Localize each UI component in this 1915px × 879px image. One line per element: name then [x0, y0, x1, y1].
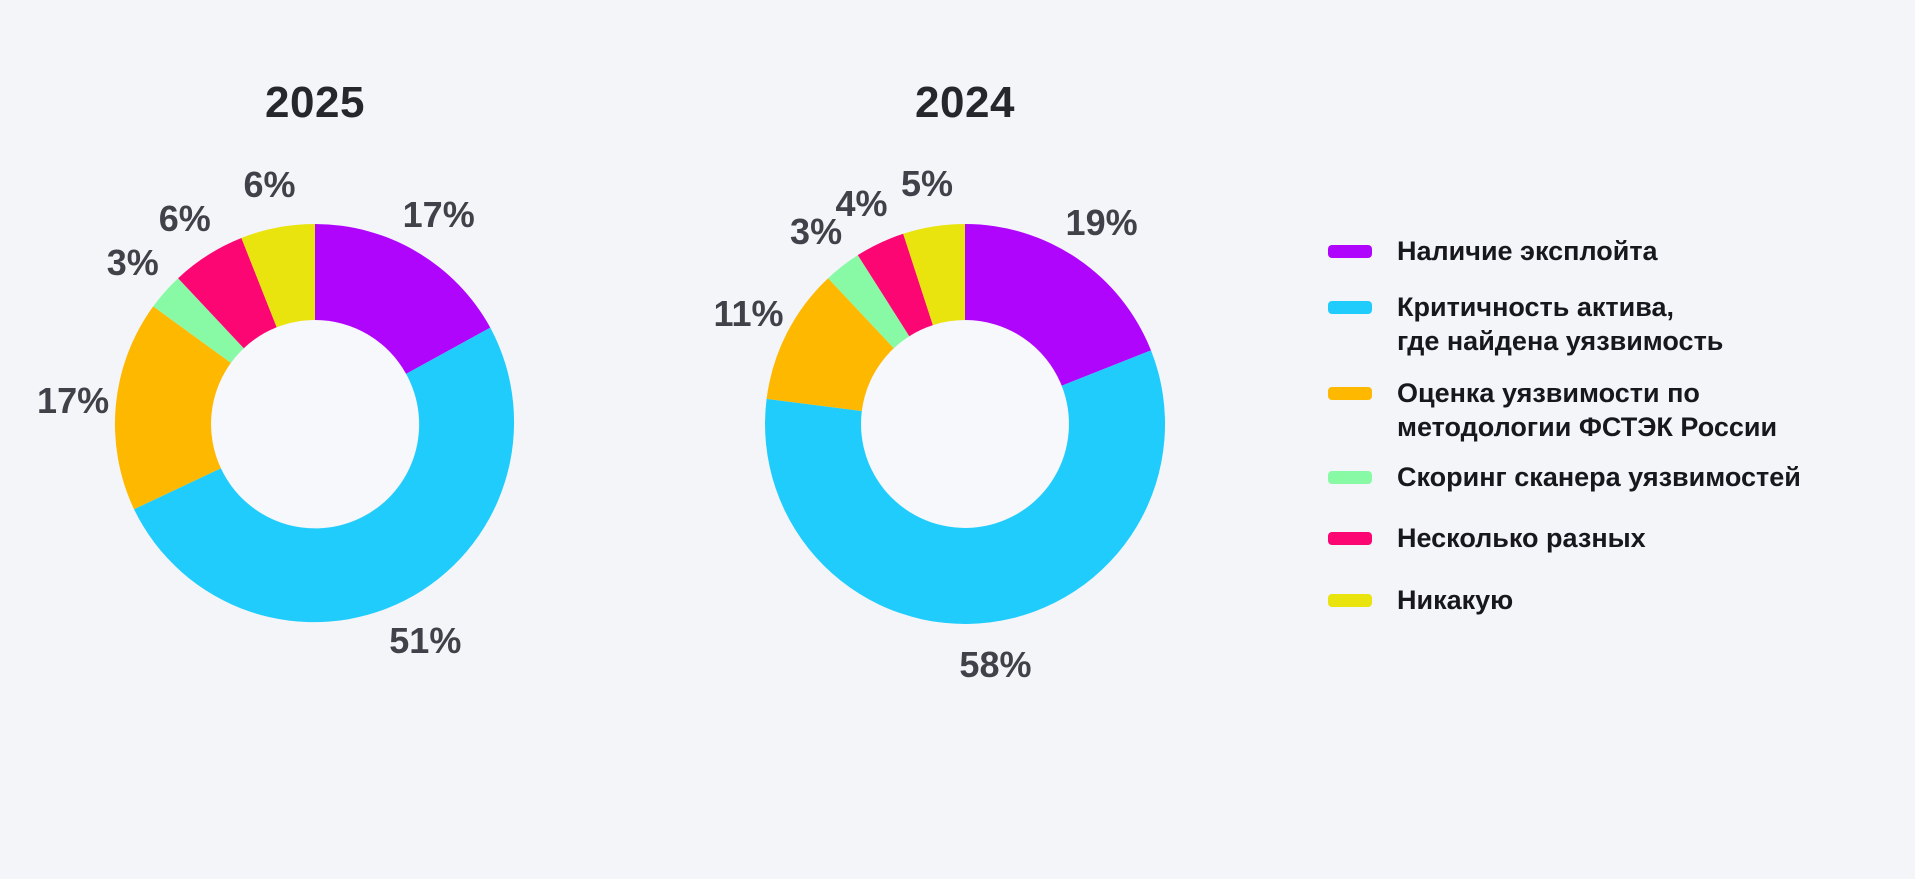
legend-item-fstec-methodology: Оценка уязвимости по методологии ФСТЭК Р… [1328, 376, 1777, 444]
percent-label: 51% [389, 619, 462, 661]
donut-slice [315, 223, 491, 374]
donut-slice [153, 278, 244, 363]
percent-label: 17% [37, 380, 110, 422]
donut-hole [861, 320, 1069, 528]
donut-slice [766, 278, 894, 411]
percent-label: 6% [158, 197, 211, 239]
percent-label: 5% [900, 162, 953, 204]
legend-swatch-green [1328, 471, 1372, 484]
percent-label: 3% [106, 242, 159, 284]
legend-swatch-yellow [1328, 594, 1372, 607]
legend-label: Скоринг сканера уязвимостей [1397, 462, 1801, 492]
donut-slice [857, 233, 933, 337]
legend-swatch-orange [1328, 387, 1372, 400]
percent-label: 4% [835, 183, 888, 225]
donut-slice [178, 238, 277, 349]
donut-slice [965, 224, 1151, 386]
donut-svg-2025 [114, 223, 515, 623]
percent-label: 3% [790, 210, 843, 252]
chart-title-2024: 2024 [915, 78, 1015, 127]
legend-item-exploit-availability: Наличие эксплойта [1328, 234, 1658, 268]
legend-label: Оценка уязвимости по методологии ФСТЭК Р… [1397, 378, 1778, 442]
legend-item-scanner-scoring: Скоринг сканера уязвимостей [1328, 460, 1801, 494]
donut-slice [828, 255, 910, 349]
legend-swatch-pink [1328, 532, 1372, 545]
percent-label: 19% [1065, 202, 1138, 244]
legend-swatch-purple [1328, 245, 1372, 258]
donut-hole [211, 320, 419, 528]
percent-label: 11% [713, 292, 784, 334]
legend-label: Наличие эксплойта [1397, 236, 1658, 266]
donut-slice [765, 350, 1166, 624]
donut-slice [134, 327, 515, 623]
legend-item-none: Никакую [1328, 583, 1513, 617]
donut-slice [114, 306, 231, 510]
legend-label: Никакую [1397, 585, 1514, 615]
legend-item-asset-criticality: Критичность актива, где найдена уязвимос… [1328, 290, 1723, 358]
chart-title-2025: 2025 [265, 78, 365, 127]
percent-label: 17% [402, 193, 475, 235]
legend-item-multiple-different: Несколько разных [1328, 521, 1646, 555]
percent-label: 6% [243, 164, 296, 206]
legend-label: Критичность актива, где найдена уязвимос… [1397, 292, 1724, 356]
legend-swatch-blue [1328, 301, 1372, 314]
donut-slice [241, 223, 315, 328]
donut-svg-2024 [765, 224, 1166, 624]
legend-label: Несколько разных [1397, 523, 1646, 553]
donut-slice [903, 224, 965, 326]
percent-label: 58% [959, 644, 1032, 686]
